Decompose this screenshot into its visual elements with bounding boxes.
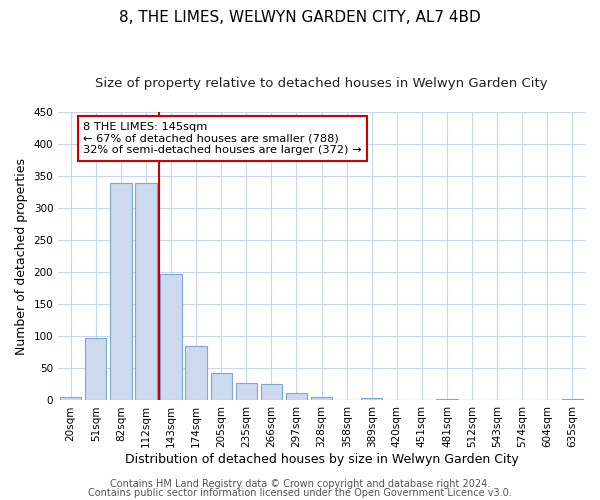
Bar: [361, 398, 382, 400]
Bar: [562, 399, 583, 400]
Bar: [436, 399, 458, 400]
Text: Contains HM Land Registry data © Crown copyright and database right 2024.: Contains HM Land Registry data © Crown c…: [110, 479, 490, 489]
Bar: [311, 398, 332, 400]
X-axis label: Distribution of detached houses by size in Welwyn Garden City: Distribution of detached houses by size …: [125, 453, 518, 466]
Bar: [261, 384, 282, 400]
Bar: [286, 394, 307, 400]
Bar: [110, 183, 131, 400]
Bar: [60, 398, 82, 400]
Text: Contains public sector information licensed under the Open Government Licence v3: Contains public sector information licen…: [88, 488, 512, 498]
Bar: [160, 274, 182, 400]
Y-axis label: Number of detached properties: Number of detached properties: [15, 158, 28, 355]
Bar: [236, 383, 257, 400]
Bar: [85, 338, 106, 400]
Bar: [211, 373, 232, 400]
Text: 8 THE LIMES: 145sqm
← 67% of detached houses are smaller (788)
32% of semi-detac: 8 THE LIMES: 145sqm ← 67% of detached ho…: [83, 122, 362, 156]
Text: 8, THE LIMES, WELWYN GARDEN CITY, AL7 4BD: 8, THE LIMES, WELWYN GARDEN CITY, AL7 4B…: [119, 10, 481, 25]
Bar: [185, 346, 207, 401]
Bar: [136, 183, 157, 400]
Title: Size of property relative to detached houses in Welwyn Garden City: Size of property relative to detached ho…: [95, 78, 548, 90]
